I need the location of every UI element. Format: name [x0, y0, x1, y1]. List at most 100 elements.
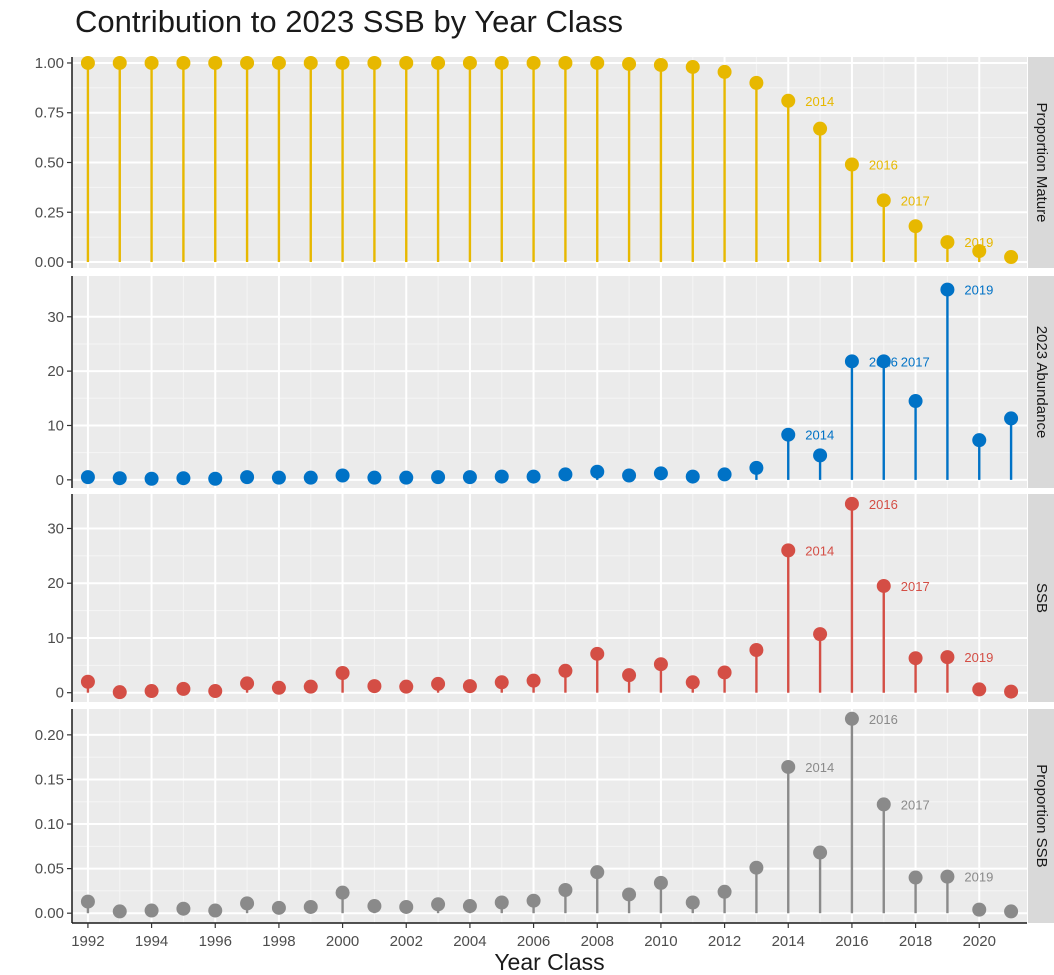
facet-strip-label: 2023 Abundance: [1033, 326, 1050, 439]
data-point: [335, 665, 350, 680]
facet-panel: 0.00 0.25 0.50 0.75 1.00 Proportion Mature 201…: [35, 55, 1054, 271]
data-point: [80, 470, 95, 485]
y-tick-label: 30: [47, 520, 64, 537]
facet-strip: [1028, 494, 1054, 702]
data-point: [176, 901, 191, 916]
point-year-label: 2014: [805, 760, 834, 775]
data-point: [749, 643, 764, 657]
point-year-label: 2014: [805, 94, 834, 109]
data-point: [112, 904, 127, 919]
y-tick-label: 10: [47, 630, 64, 647]
data-point: [1004, 904, 1019, 919]
data-point: [144, 471, 159, 486]
y-tick-label: 10: [47, 417, 64, 434]
data-point: [685, 469, 700, 484]
data-point: [876, 193, 891, 208]
data-point: [685, 895, 700, 910]
y-tick-label: 0.00: [35, 905, 64, 922]
data-point: [431, 470, 446, 485]
data-point: [749, 460, 764, 475]
x-tick-label: 2008: [581, 933, 614, 950]
point-year-label: 2019: [964, 235, 993, 250]
data-point: [749, 75, 764, 90]
data-point: [844, 354, 859, 369]
data-point: [144, 55, 159, 70]
x-tick-label: 1992: [71, 933, 104, 950]
data-point: [590, 464, 605, 479]
data-point: [558, 467, 573, 482]
data-point: [844, 157, 859, 172]
data-point: [240, 896, 255, 911]
y-tick-label: 1.00: [35, 55, 64, 72]
data-point: [813, 448, 828, 463]
data-point: [431, 897, 446, 912]
y-tick-label: 0.20: [35, 727, 64, 744]
data-point: [271, 55, 286, 70]
data-point: [972, 902, 987, 917]
data-point: [80, 894, 95, 909]
data-point: [271, 680, 286, 695]
data-point: [876, 354, 891, 369]
data-point: [653, 657, 668, 672]
data-point: [176, 681, 191, 696]
x-tick-label: 2006: [517, 933, 550, 950]
data-point: [781, 543, 796, 558]
point-year-label: 2014: [805, 428, 834, 443]
data-point: [781, 93, 796, 108]
data-point: [303, 899, 318, 914]
x-tick-label: 2012: [708, 933, 741, 950]
data-point: [431, 55, 446, 70]
x-axis-title: Year Class: [494, 949, 604, 975]
x-tick-label: 2000: [326, 933, 359, 950]
y-tick-label: 0.25: [35, 204, 64, 221]
data-point: [1004, 684, 1019, 699]
data-point: [494, 895, 509, 910]
data-point: [622, 56, 637, 71]
data-point: [462, 470, 477, 485]
data-point: [367, 55, 382, 70]
data-point: [558, 883, 573, 898]
x-tick-label: 1998: [262, 933, 295, 950]
data-point: [972, 433, 987, 448]
x-tick-label: 2014: [772, 933, 805, 950]
data-point: [367, 470, 382, 485]
data-point: [1004, 250, 1019, 265]
point-year-label: 2017: [901, 354, 930, 369]
data-point: [558, 663, 573, 678]
y-tick-label: 0: [56, 472, 64, 489]
data-point: [208, 684, 223, 699]
data-point: [303, 55, 318, 70]
data-point: [367, 679, 382, 694]
x-tick-label: 2018: [899, 933, 932, 950]
data-point: [717, 884, 732, 899]
point-year-label: 2019: [964, 870, 993, 885]
data-point: [240, 676, 255, 691]
data-point: [80, 674, 95, 689]
data-point: [622, 468, 637, 483]
data-point: [176, 471, 191, 486]
data-point: [271, 470, 286, 485]
x-tick-label: 2010: [644, 933, 677, 950]
data-point: [749, 860, 764, 875]
y-tick-label: 0.10: [35, 816, 64, 833]
data-point: [940, 235, 955, 250]
data-point: [1004, 411, 1019, 426]
x-tick-label: 1994: [135, 933, 168, 950]
data-point: [940, 282, 955, 297]
data-point: [494, 469, 509, 484]
point-year-label: 2017: [901, 193, 930, 208]
data-point: [717, 467, 732, 482]
data-point: [462, 899, 477, 914]
point-year-label: 2016: [869, 497, 898, 512]
data-point: [908, 651, 923, 666]
data-point: [112, 685, 127, 700]
y-tick-label: 30: [47, 309, 64, 326]
data-point: [526, 469, 541, 484]
facet-strip-label: Proportion Mature: [1033, 102, 1050, 222]
point-year-label: 2016: [869, 354, 898, 369]
data-point: [399, 55, 414, 70]
x-tick-label: 2002: [390, 933, 423, 950]
data-point: [112, 471, 127, 486]
data-point: [399, 679, 414, 694]
data-point: [431, 676, 446, 691]
